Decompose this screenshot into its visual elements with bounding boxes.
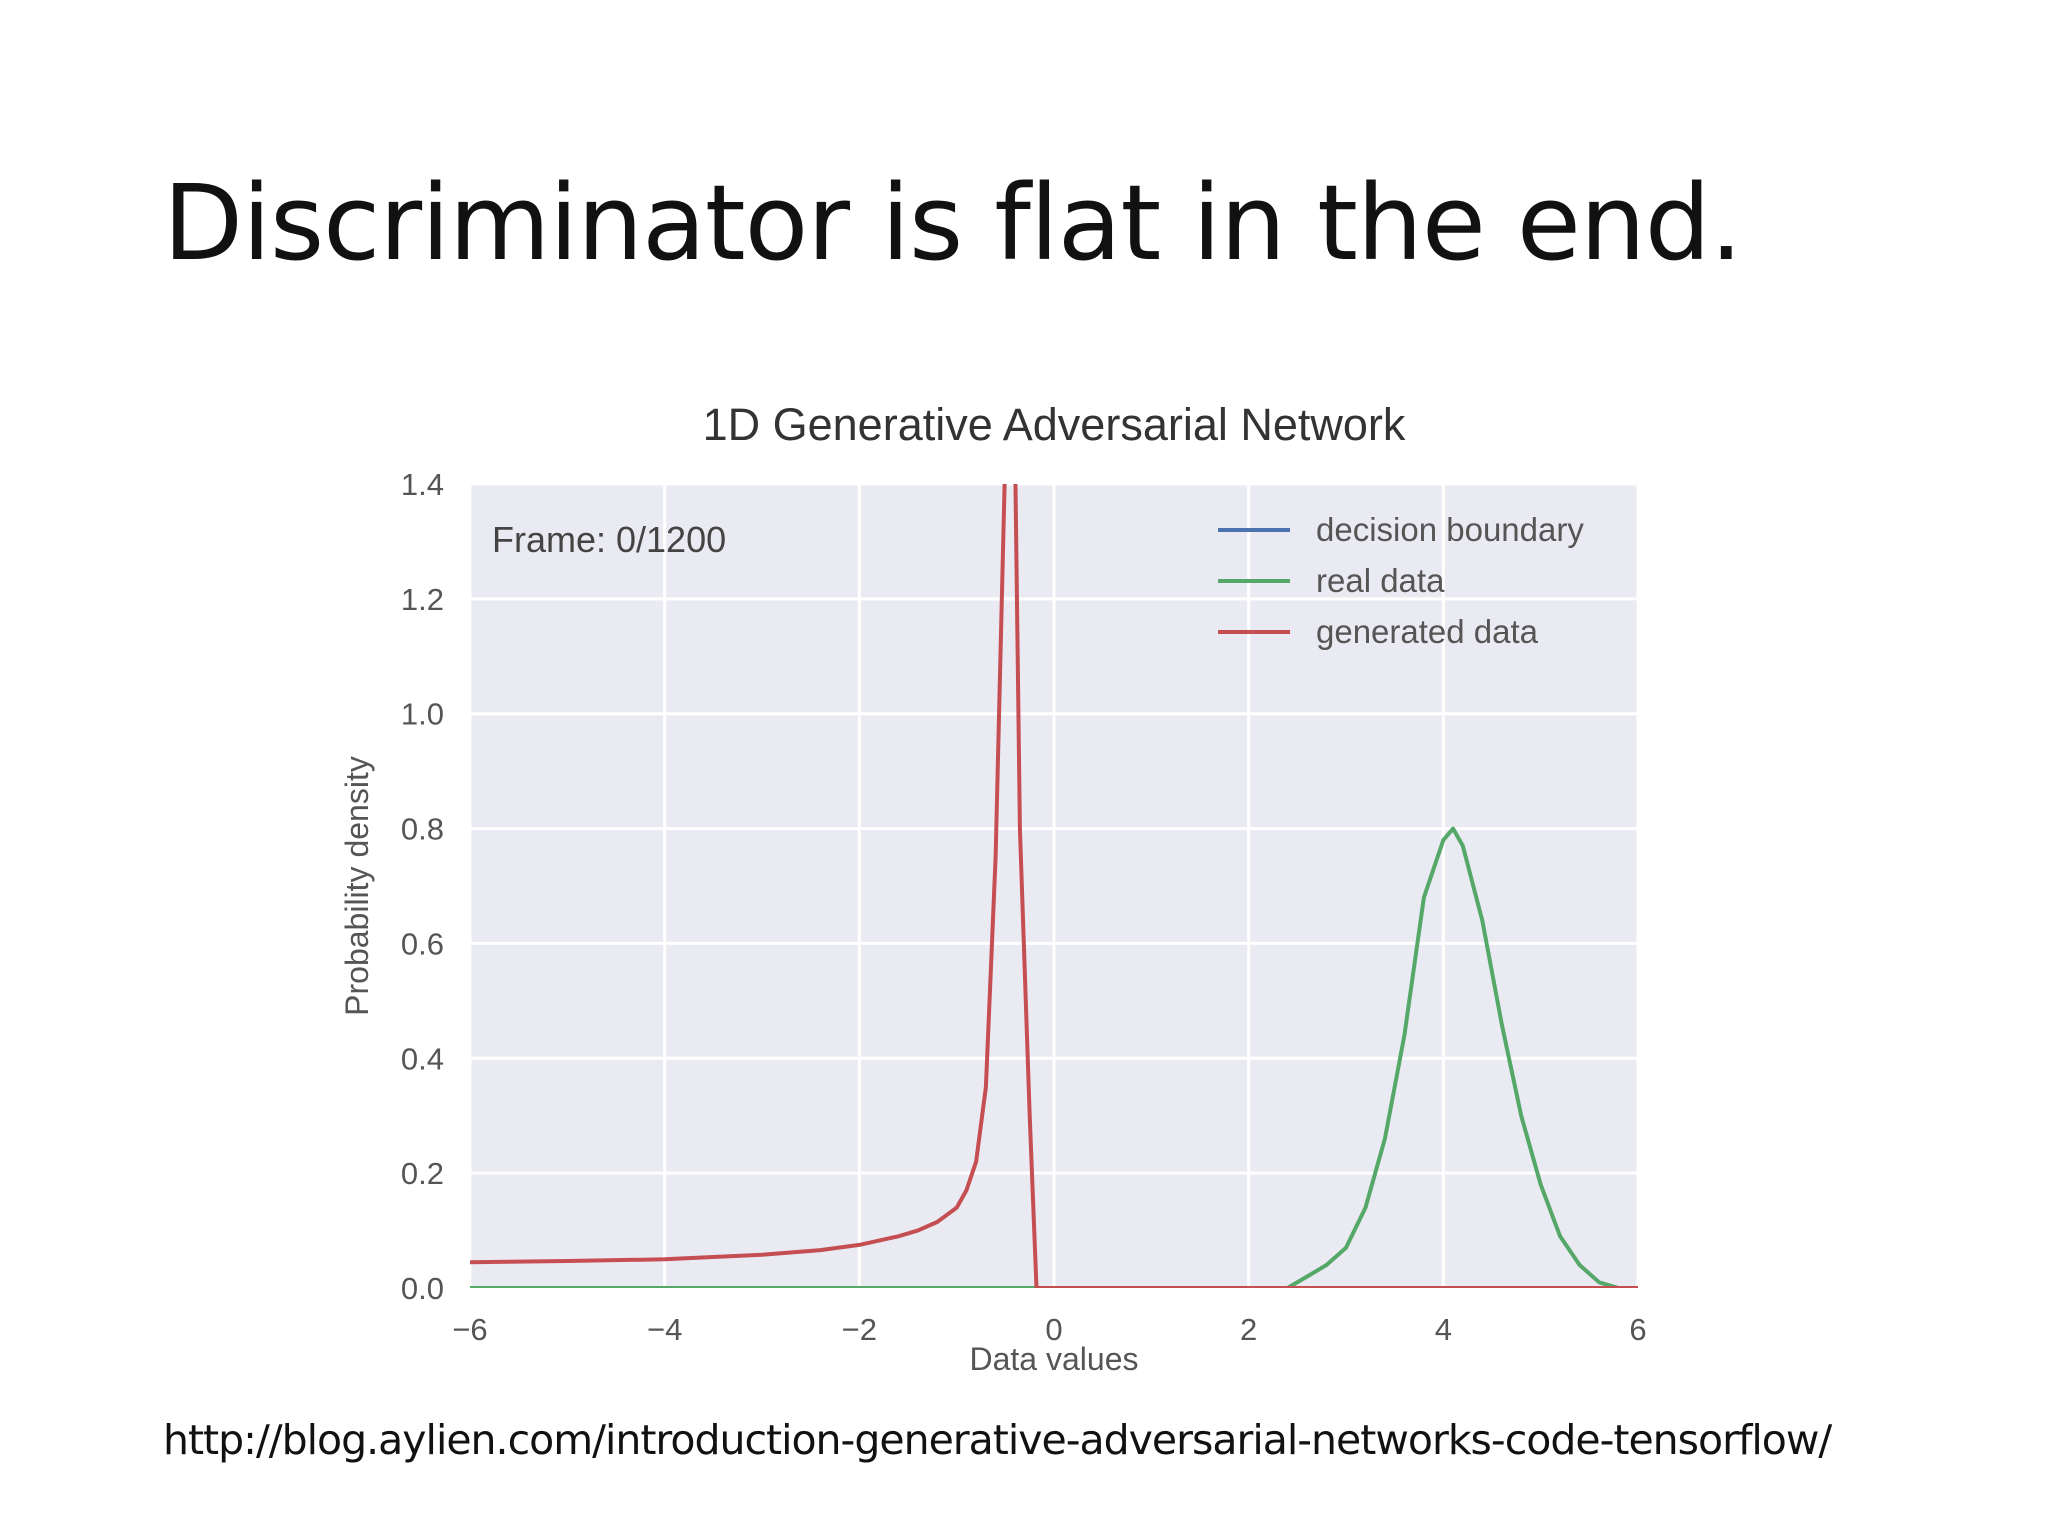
y-tick-label: 1.2 [401, 582, 444, 617]
y-tick-labels: 0.0 0.2 0.4 0.6 0.8 1.0 1.2 1.4 [401, 467, 444, 1306]
frame-annotation: Frame: 0/1200 [492, 519, 726, 560]
series-layer [470, 484, 1638, 1288]
legend-label: decision boundary [1316, 511, 1584, 548]
y-tick-label: 0.8 [401, 812, 444, 847]
series-line-real-data [470, 826, 1638, 1288]
slide-title: Discriminator is flat in the end. [163, 162, 1743, 284]
x-tick-label: 2 [1240, 1312, 1257, 1347]
y-tick-label: 0.2 [401, 1156, 444, 1191]
y-axis-label: Probability density [339, 756, 375, 1016]
y-tick-label: 0.0 [401, 1271, 444, 1306]
chart-title: 1D Generative Adversarial Network [703, 399, 1406, 450]
x-tick-label: −4 [647, 1312, 682, 1347]
x-tick-labels: −6 −4 −2 0 2 4 6 [452, 1312, 1646, 1347]
x-tick-label: 0 [1045, 1312, 1062, 1347]
y-tick-label: 1.0 [401, 697, 444, 732]
x-tick-label: −2 [842, 1312, 877, 1347]
y-tick-label: 0.4 [401, 1041, 444, 1076]
legend: decision boundary real data generated data [1218, 511, 1584, 650]
legend-label: real data [1316, 562, 1445, 599]
legend-label: generated data [1316, 613, 1539, 650]
source-link[interactable]: http://blog.aylien.com/introduction-gene… [163, 1416, 1832, 1464]
y-tick-label: 1.4 [401, 467, 444, 502]
x-tick-label: −6 [452, 1312, 487, 1347]
x-tick-label: 4 [1435, 1312, 1452, 1347]
x-axis-label: Data values [970, 1341, 1139, 1377]
y-tick-label: 0.6 [401, 926, 444, 961]
series-line-generated-data [470, 484, 1638, 1288]
x-gridlines [468, 484, 1640, 1288]
x-tick-label: 6 [1629, 1312, 1646, 1347]
